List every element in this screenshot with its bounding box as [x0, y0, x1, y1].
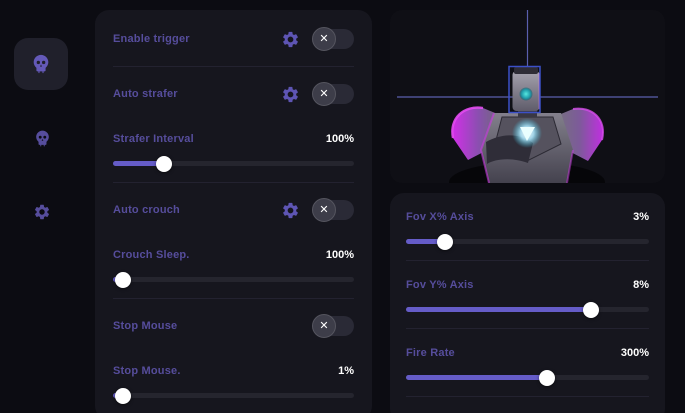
- strafer-interval-slider[interactable]: [113, 155, 354, 172]
- fov-y-label: Fov Y% Axis: [406, 279, 474, 291]
- toggle-off-knob: ✕: [312, 314, 336, 338]
- stop-mouse-label: Stop Mouse: [113, 320, 178, 332]
- enable-trigger-label: Enable trigger: [113, 33, 190, 45]
- gear-icon: [283, 86, 298, 102]
- fov-x-group: Fov X% Axis 3%: [406, 207, 649, 250]
- auto-strafer-settings-button[interactable]: [281, 85, 300, 104]
- toggle-off-knob: ✕: [312, 82, 336, 106]
- divider: [406, 328, 649, 329]
- fire-rate-slider[interactable]: [406, 369, 649, 386]
- strafer-interval-label: Strafer Interval: [113, 133, 194, 145]
- auto-strafer-label: Auto strafer: [113, 88, 178, 100]
- fov-y-group: Fov Y% Axis 8%: [406, 275, 649, 318]
- strafer-interval-group: Strafer Interval 100%: [113, 129, 354, 172]
- trigger-settings-panel: Enable trigger ✕ Auto strafer ✕ Strafer …: [95, 10, 372, 413]
- fov-x-value: 3%: [633, 211, 649, 223]
- toggle-off-knob: ✕: [312, 27, 336, 51]
- sidebar-item-settings[interactable]: [23, 199, 61, 225]
- fov-y-slider[interactable]: [406, 301, 649, 318]
- slider-knob[interactable]: [582, 301, 599, 318]
- auto-strafer-toggle[interactable]: ✕: [312, 82, 354, 106]
- slider-fill: [113, 387, 131, 404]
- enable-trigger-row: Enable trigger ✕: [113, 12, 354, 66]
- sidebar-item-player[interactable]: [23, 125, 61, 151]
- gear-icon: [283, 202, 298, 218]
- auto-strafer-row: Auto strafer ✕: [113, 67, 354, 121]
- slider-fill: [113, 271, 131, 288]
- divider: [113, 66, 354, 67]
- slider-knob[interactable]: [155, 155, 172, 172]
- divider: [113, 298, 354, 299]
- crouch-sleep-value: 100%: [325, 249, 354, 261]
- sidebar: [0, 0, 84, 413]
- enable-trigger-toggle[interactable]: ✕: [312, 27, 354, 51]
- slider-knob[interactable]: [114, 387, 131, 404]
- stop-mouse-row: Stop Mouse ✕: [113, 299, 354, 353]
- slider-fill: [406, 369, 555, 386]
- stop-mouse-delay-value: 1%: [338, 365, 354, 377]
- slider-knob[interactable]: [538, 369, 555, 386]
- strafer-interval-value: 100%: [325, 133, 354, 145]
- fire-rate-value: 300%: [620, 347, 649, 359]
- slider-knob[interactable]: [114, 271, 131, 288]
- headshot-target-box: [508, 65, 541, 114]
- crouch-sleep-group: Crouch Sleep. 100%: [113, 245, 354, 288]
- fire-rate-group: Fire Rate 300%: [406, 343, 649, 386]
- stop-mouse-toggle[interactable]: ✕: [312, 314, 354, 338]
- enable-trigger-settings-button[interactable]: [281, 30, 300, 49]
- divider: [113, 182, 354, 183]
- aim-settings-panel: Fov X% Axis 3% Fov Y% Axis 8% Fire Rate …: [390, 193, 665, 413]
- fov-y-value: 8%: [633, 279, 649, 291]
- slider-fill: [113, 155, 172, 172]
- crouch-sleep-label: Crouch Sleep.: [113, 249, 190, 261]
- crouch-sleep-slider[interactable]: [113, 271, 354, 288]
- auto-crouch-toggle[interactable]: ✕: [312, 198, 354, 222]
- aim-preview-panel: [390, 10, 665, 183]
- skull-icon: [33, 54, 49, 74]
- fov-x-slider[interactable]: [406, 233, 649, 250]
- stop-mouse-delay-label: Stop Mouse.: [113, 365, 181, 377]
- stop-mouse-delay-slider[interactable]: [113, 387, 354, 404]
- robot-model-preview: [397, 10, 658, 183]
- robot-torso: [449, 67, 605, 183]
- toggle-off-knob: ✕: [312, 198, 336, 222]
- auto-crouch-row: Auto crouch ✕: [113, 183, 354, 237]
- slider-fill: [406, 301, 599, 318]
- gear-icon: [34, 204, 50, 220]
- sidebar-item-trigger[interactable]: [14, 38, 68, 90]
- slider-knob[interactable]: [436, 233, 453, 250]
- fire-rate-label: Fire Rate: [406, 347, 455, 359]
- stop-mouse-delay-group: Stop Mouse. 1%: [113, 361, 354, 404]
- divider: [406, 396, 649, 397]
- slider-fill: [406, 233, 453, 250]
- fov-x-label: Fov X% Axis: [406, 211, 474, 223]
- auto-crouch-label: Auto crouch: [113, 204, 180, 216]
- skull-icon: [35, 130, 49, 146]
- gear-icon: [283, 31, 298, 47]
- divider: [406, 260, 649, 261]
- auto-crouch-settings-button[interactable]: [281, 201, 300, 220]
